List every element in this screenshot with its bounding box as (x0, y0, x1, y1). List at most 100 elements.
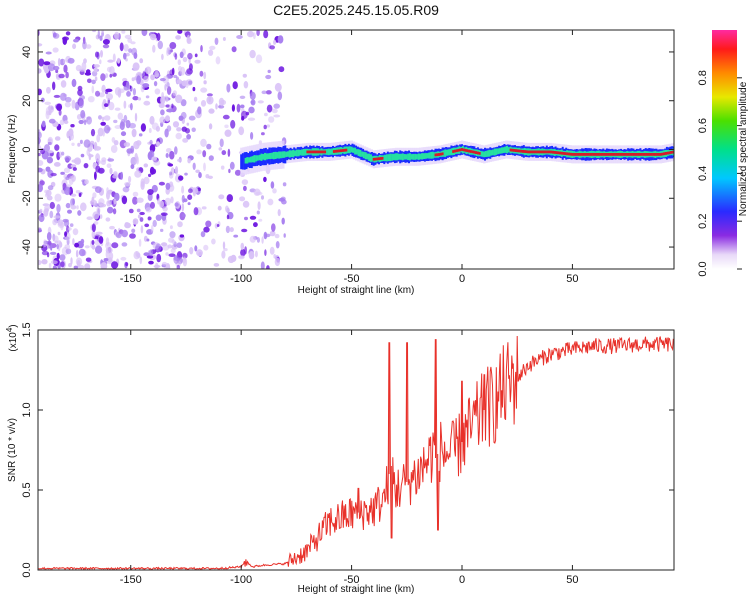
noise-speck (104, 103, 109, 107)
noise-speck (144, 223, 150, 228)
noise-speck (153, 160, 161, 166)
noise-speck (192, 162, 196, 170)
ridge-core (341, 149, 344, 152)
ridge-body (302, 149, 305, 156)
noise-speck (46, 156, 54, 164)
noise-speck (98, 201, 102, 207)
noise-speck (123, 100, 127, 109)
ridge-body (403, 154, 406, 160)
ridge-core (599, 153, 602, 156)
ridge-core (638, 153, 641, 156)
noise-speck (64, 231, 68, 237)
noise-speck (58, 73, 65, 79)
noise-speck (105, 247, 113, 254)
noise-speck (49, 201, 55, 210)
noise-speck (241, 179, 249, 186)
ridge-core (557, 151, 560, 155)
ridge-body (486, 150, 489, 157)
noise-speck (132, 62, 140, 71)
noise-speck (224, 124, 229, 129)
x-tick-label: 0 (459, 574, 465, 586)
noise-speck (257, 201, 261, 211)
noise-speck (176, 127, 182, 132)
snr-spikes (357, 339, 485, 538)
ridge-core (464, 148, 467, 152)
noise-speck (139, 211, 145, 216)
noise-speck (214, 37, 219, 45)
ridge-core (372, 157, 375, 161)
ridge-body (304, 148, 307, 156)
noise-speck (187, 194, 193, 200)
ridge-core (567, 152, 570, 156)
noise-speck (68, 176, 74, 185)
noise-speck (88, 154, 94, 158)
ridge-core (520, 149, 523, 153)
noise-speck (154, 262, 159, 269)
noise-speck (45, 189, 52, 197)
noise-speck (186, 68, 193, 75)
colorbar-ticks: 0.0 0.2 0.4 0.6 0.8 (697, 70, 742, 277)
noise-speck (100, 73, 106, 81)
noise-speck (208, 49, 214, 56)
noise-speck (136, 252, 141, 259)
noise-speck (275, 241, 280, 249)
noise-speck (86, 148, 90, 156)
noise-speck (182, 257, 188, 267)
noise-speck (273, 114, 281, 118)
noise-speck (46, 195, 53, 201)
ridge-core (313, 150, 316, 154)
noise-speck (96, 134, 101, 143)
ridge-body (499, 148, 501, 154)
noise-speck (203, 80, 207, 85)
noise-speck (77, 264, 85, 269)
ridge-core (336, 149, 339, 153)
noise-speck (240, 104, 245, 109)
noise-speck (194, 53, 198, 58)
noise-speck (242, 73, 247, 78)
noise-speck (281, 217, 285, 225)
noise-speck (241, 228, 248, 233)
noise-speck (90, 140, 95, 145)
ridge-body (362, 151, 365, 159)
ridge-body (294, 150, 296, 157)
noise-speck (46, 86, 51, 94)
ridge-body (507, 147, 510, 153)
noise-speck (112, 208, 117, 215)
noise-speck (106, 163, 112, 168)
noise-speck (236, 35, 243, 39)
snr-plot-area (38, 330, 674, 570)
noise-speck (107, 206, 114, 214)
noise-speck (156, 253, 162, 263)
noise-speck (187, 158, 191, 164)
spectrogram-ridge (240, 140, 674, 176)
noise-speck (38, 43, 43, 47)
noise-speck (121, 195, 128, 205)
noise-speck (277, 209, 281, 217)
noise-speck (265, 74, 272, 80)
ridge-core (590, 153, 593, 156)
noise-speck (72, 238, 75, 246)
noise-speck (109, 73, 113, 78)
ridge-core (666, 151, 669, 155)
noise-speck (208, 123, 213, 130)
y-tick-label: -20 (21, 190, 33, 206)
noise-speck (179, 51, 184, 59)
noise-speck (202, 150, 207, 158)
noise-speck (38, 152, 41, 157)
noise-speck (103, 115, 111, 121)
noise-speck (268, 116, 275, 123)
ridge-core (379, 157, 382, 160)
ridge-core (620, 153, 623, 156)
noise-speck (109, 225, 115, 230)
noise-speck (78, 193, 82, 197)
ridge-body (271, 152, 274, 159)
noise-speck (271, 108, 278, 114)
ridge-body (504, 146, 507, 153)
noise-speck (224, 129, 232, 137)
noise-speck (175, 35, 182, 40)
noise-speck (38, 259, 42, 266)
noise-speck (170, 248, 176, 253)
noise-speck (111, 242, 119, 249)
noise-speck (101, 30, 105, 34)
noise-speck (150, 201, 155, 209)
